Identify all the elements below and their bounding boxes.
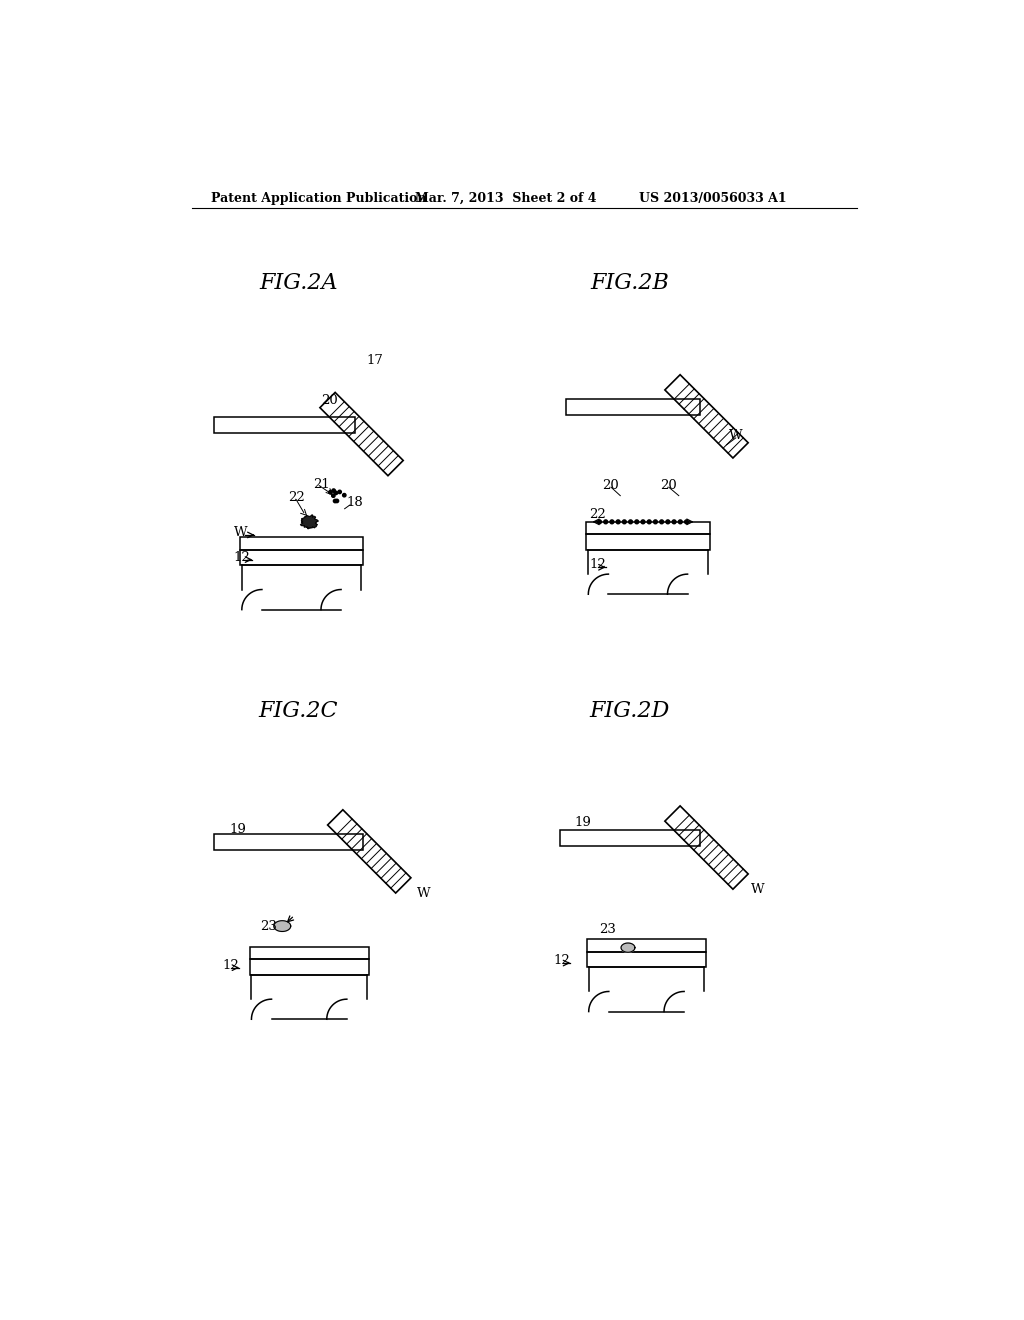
Polygon shape bbox=[301, 515, 318, 529]
Text: W: W bbox=[417, 887, 431, 900]
Text: 19: 19 bbox=[229, 824, 246, 837]
Text: 17: 17 bbox=[367, 354, 383, 367]
Circle shape bbox=[678, 520, 682, 524]
Text: Mar. 7, 2013  Sheet 2 of 4: Mar. 7, 2013 Sheet 2 of 4 bbox=[416, 191, 597, 205]
Text: 22: 22 bbox=[289, 491, 305, 504]
Circle shape bbox=[647, 520, 651, 524]
Text: 19: 19 bbox=[574, 816, 591, 829]
Circle shape bbox=[672, 520, 676, 524]
Polygon shape bbox=[273, 921, 291, 932]
Circle shape bbox=[666, 520, 670, 524]
Bar bbox=[587, 952, 707, 966]
Bar bbox=[565, 399, 700, 416]
Circle shape bbox=[598, 520, 601, 524]
Circle shape bbox=[604, 520, 607, 524]
Circle shape bbox=[338, 490, 341, 494]
Text: 20: 20 bbox=[322, 395, 338, 408]
Bar bbox=[214, 834, 364, 850]
Bar bbox=[587, 535, 710, 549]
Circle shape bbox=[653, 520, 657, 524]
Circle shape bbox=[329, 491, 332, 494]
Text: FIG.2C: FIG.2C bbox=[259, 700, 338, 722]
Bar bbox=[240, 549, 364, 565]
Text: W: W bbox=[729, 429, 742, 442]
Circle shape bbox=[332, 488, 335, 492]
Text: FIG.2A: FIG.2A bbox=[259, 272, 338, 294]
Circle shape bbox=[641, 520, 645, 524]
Bar bbox=[250, 946, 369, 960]
Text: 18: 18 bbox=[346, 496, 362, 510]
Bar bbox=[240, 537, 364, 549]
Circle shape bbox=[335, 499, 339, 503]
Circle shape bbox=[334, 499, 337, 503]
Bar bbox=[560, 830, 700, 846]
Circle shape bbox=[629, 520, 633, 524]
Text: US 2013/0056033 A1: US 2013/0056033 A1 bbox=[639, 191, 786, 205]
Text: 21: 21 bbox=[313, 478, 330, 491]
Text: Patent Application Publication: Patent Application Publication bbox=[211, 191, 427, 205]
Text: 20: 20 bbox=[602, 479, 620, 492]
Text: 23: 23 bbox=[260, 920, 276, 933]
Text: 12: 12 bbox=[590, 558, 606, 572]
Bar bbox=[250, 960, 369, 974]
Polygon shape bbox=[622, 942, 635, 952]
Circle shape bbox=[659, 520, 664, 524]
Text: 12: 12 bbox=[553, 954, 570, 968]
Text: 12: 12 bbox=[233, 550, 251, 564]
Circle shape bbox=[343, 494, 346, 496]
Bar bbox=[587, 940, 707, 952]
Circle shape bbox=[623, 520, 627, 524]
Circle shape bbox=[610, 520, 613, 524]
Circle shape bbox=[334, 491, 338, 495]
Text: FIG.2B: FIG.2B bbox=[590, 272, 669, 294]
Text: FIG.2D: FIG.2D bbox=[590, 700, 670, 722]
Circle shape bbox=[685, 520, 688, 524]
Bar bbox=[587, 521, 710, 535]
Text: W: W bbox=[752, 883, 765, 896]
Text: W: W bbox=[233, 527, 248, 539]
Text: 22: 22 bbox=[590, 508, 606, 520]
Text: 20: 20 bbox=[660, 479, 677, 492]
Circle shape bbox=[635, 520, 639, 524]
Text: 23: 23 bbox=[599, 924, 615, 936]
Circle shape bbox=[332, 494, 335, 498]
Circle shape bbox=[616, 520, 621, 524]
Bar bbox=[214, 417, 355, 433]
Text: 12: 12 bbox=[222, 958, 239, 972]
